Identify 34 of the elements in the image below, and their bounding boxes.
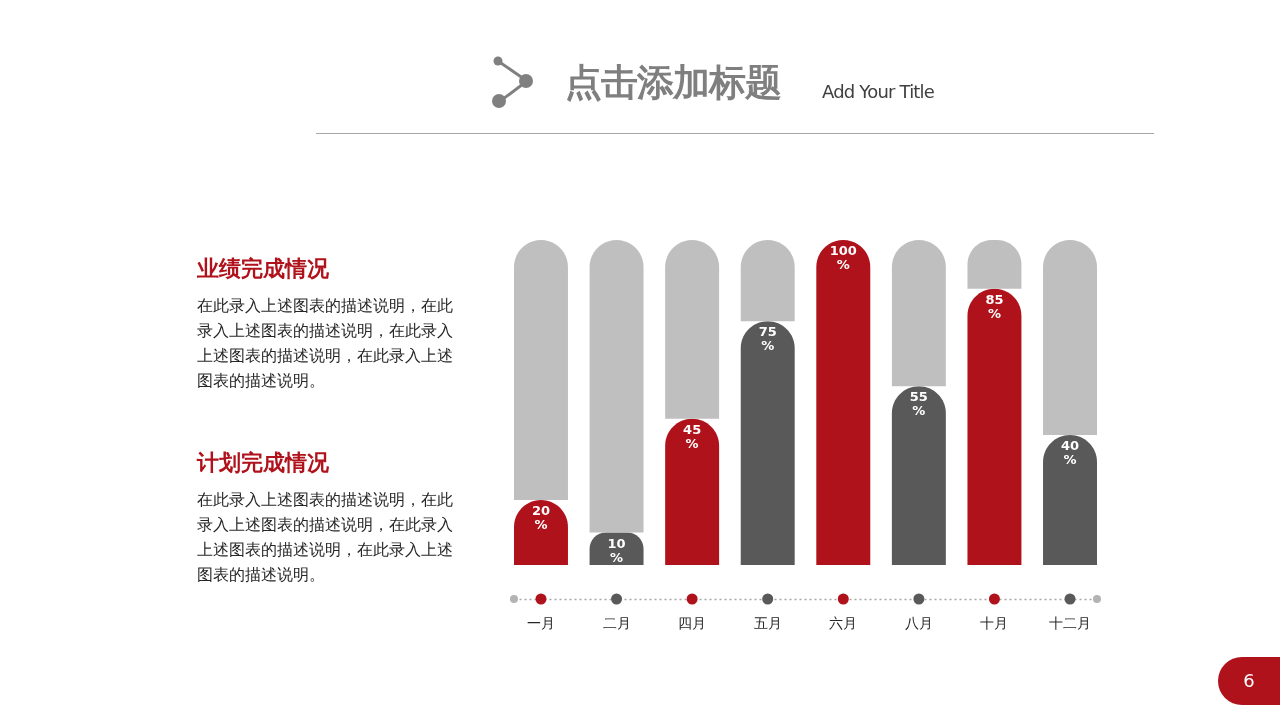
bar [1043, 240, 1097, 435]
bar [514, 240, 568, 500]
x-tick-label: 十二月 [1049, 614, 1092, 631]
x-tick-label: 四月 [678, 614, 707, 631]
data-label: 40 % [1060, 438, 1080, 467]
bar [1043, 435, 1097, 565]
x-tick-label: 八月 [904, 614, 933, 631]
text: 业绩完成情况 [197, 255, 329, 283]
bar [891, 240, 946, 387]
chart-subtitle: Add Your Title [822, 81, 935, 102]
x-tick-label: 二月 [602, 614, 631, 631]
data-label: 100 % [829, 243, 857, 272]
x-tick-label: 六月 [829, 614, 858, 631]
data-label: 75 % [758, 324, 777, 354]
bar [740, 321, 795, 565]
chart-title: 点击添加标题 [565, 60, 781, 106]
text: 计划完成情况 [197, 449, 329, 477]
x-tick-label: 十月 [980, 614, 1009, 631]
x-tick-label: 五月 [753, 614, 782, 631]
data-label: 20 % [531, 503, 551, 532]
bar [665, 240, 720, 419]
text: 在此录入上述图表的描述说明，在此录入上述图表的描述说明，在此录入上述图表的描述说明，在此录入上述图表的描述说明。 [197, 296, 454, 392]
page-number-tab: 6 [1218, 657, 1280, 705]
data-label: 85 % [985, 291, 1004, 321]
data-label: 45 % [683, 421, 702, 451]
bar [816, 240, 871, 565]
bar [891, 386, 946, 565]
text: 在此录入上述图表的描述说明，在此录入上述图表的描述说明，在此录入上述图表的描述说明，在此录入上述图表的描述说明。 [197, 490, 454, 586]
data-label: 10 % [607, 535, 626, 565]
x-tick-label: 一月 [526, 614, 555, 631]
bar [665, 418, 720, 565]
data-label: 55 % [909, 389, 928, 419]
bar [589, 240, 644, 533]
bar [967, 288, 1022, 565]
